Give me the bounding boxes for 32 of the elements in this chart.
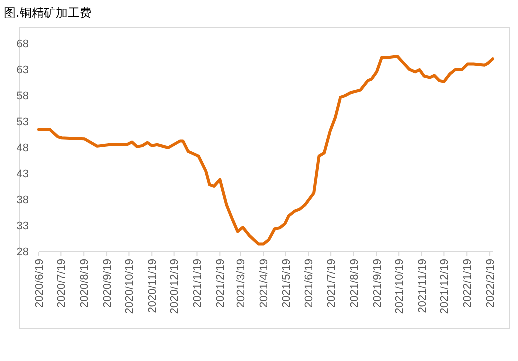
y-tick-label: 68 [16,38,29,51]
x-tick-label: 2021/12/19 [439,259,452,314]
x-tick-label: 2021/8/19 [348,259,361,308]
x-tick-label: 2020/12/19 [169,259,182,314]
x-tick-label: 2020/7/19 [56,259,68,308]
x-tick-label: 2021/6/19 [304,259,316,308]
x-tick-label: 2020/9/19 [102,259,114,308]
x-tick-label: 2021/9/19 [372,259,384,308]
y-tick-label: 48 [16,142,29,155]
x-tick-label: 2020/10/19 [124,259,136,314]
y-tick-label: 58 [16,90,29,103]
x-tick-label: 2021/11/19 [416,259,429,314]
x-tick-label: 2021/4/19 [258,259,271,308]
x-tick-label: 2021/1/19 [192,259,204,308]
x-tick-label: 2020/11/19 [146,259,159,314]
y-tick-label: 53 [16,116,29,129]
x-tick-label: 2020/8/19 [78,259,91,308]
x-tick-label: 2021/5/19 [280,259,293,308]
x-tick-label: 2021/10/19 [394,259,406,314]
y-tick-label: 63 [16,64,29,77]
y-tick-label: 38 [16,194,29,207]
y-tick-label: 28 [16,246,29,259]
chart-title: 图.铜精矿加工费 [4,6,92,20]
x-tick-label: 2022/1/19 [462,259,474,308]
x-tick-label: 2022/2/19 [484,259,497,308]
x-tick-label: 2021/7/19 [326,259,338,308]
y-tick-label: 33 [16,220,29,233]
x-tick-label: 2021/2/19 [215,259,228,308]
x-tick-label: 2021/3/19 [236,259,248,308]
x-tick-label: 2020/6/19 [34,259,46,308]
line-series [38,54,494,246]
y-tick-label: 43 [16,168,29,181]
